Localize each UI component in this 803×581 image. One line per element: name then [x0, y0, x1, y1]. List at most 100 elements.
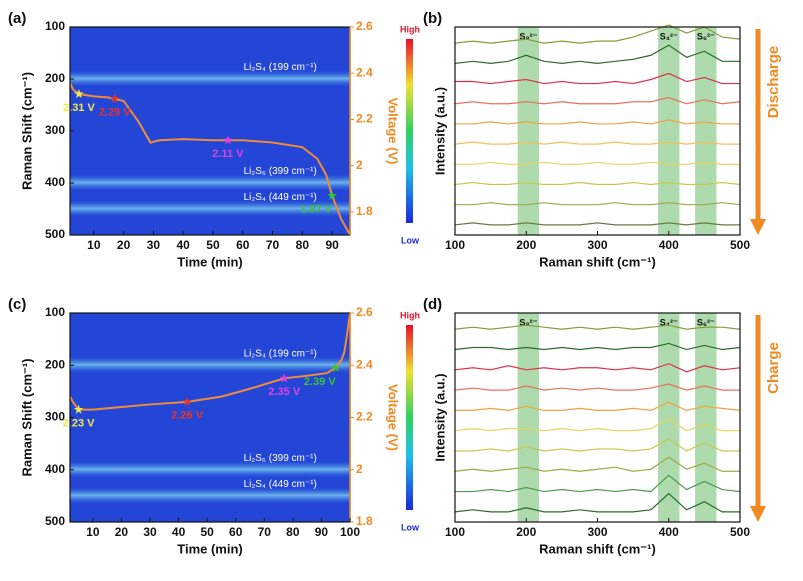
x-tick-label: 300	[587, 525, 607, 539]
panel-label: (a)	[8, 10, 26, 27]
marker-label: 2.23 V	[63, 418, 95, 430]
band-label: Li₂S₄ (199 cm⁻¹)	[244, 62, 317, 73]
x-tick-label: 20	[117, 238, 131, 252]
y-axis-label: Intensity (a.u.)	[432, 373, 447, 461]
region-label: S₄²⁻	[660, 31, 678, 41]
panel: S₈²⁻ S₄²⁻ S₆²⁻ Discharge 100 200 300 400 500 Rama…	[423, 10, 782, 269]
band-label: Li₂S₆ (399 cm⁻¹)	[244, 453, 317, 464]
colorbar-high: High	[400, 310, 420, 320]
marker-label: 2.35 V	[268, 386, 300, 398]
x-tick-label: 400	[659, 238, 679, 252]
x-tick-label: 70	[266, 238, 280, 252]
x-axis-label: Raman shift (cm⁻¹)	[539, 541, 656, 556]
x-tick-label: 80	[286, 525, 300, 539]
x-tick-label: 30	[147, 238, 161, 252]
y-tick-label: 500	[45, 227, 65, 241]
band	[70, 487, 350, 504]
x-tick-label: 300	[587, 238, 607, 252]
x-tick-label: 400	[659, 525, 679, 539]
band	[70, 461, 350, 478]
marker-label: 2.11 V	[212, 148, 244, 160]
y2-tick-label: 2.4	[356, 65, 373, 79]
region	[695, 313, 717, 522]
marker-label: 2.31 V	[63, 102, 95, 114]
x-tick-label: 500	[730, 238, 750, 252]
panel: Li₂S₄ (199 cm⁻¹) Li₂S₆ (399 cm⁻¹) Li₂S₄ (4…	[8, 296, 420, 556]
y-axis-label: Intensity (a.u.)	[432, 87, 447, 175]
region-label: S₆²⁻	[697, 31, 715, 41]
region	[695, 27, 717, 235]
region-label: S₄²⁻	[660, 317, 678, 327]
spectrum	[454, 363, 741, 373]
x-axis-label: Time (min)	[177, 254, 243, 269]
band-label: Li₂S₄ (199 cm⁻¹)	[244, 348, 317, 359]
marker-label: 1.87 V	[300, 204, 332, 216]
y2-tick-label: 2.6	[356, 19, 373, 33]
region	[517, 313, 540, 522]
spectrum	[454, 222, 740, 226]
y2-tick-label: 2	[356, 158, 363, 172]
band	[70, 200, 350, 217]
x-tick-label: 40	[177, 238, 191, 252]
band-label: Li₂S₄ (449 cm⁻¹)	[244, 479, 317, 490]
y2-tick-label: 2	[356, 462, 363, 476]
marker-label: 2.29 V	[99, 107, 131, 119]
spectrum	[454, 492, 740, 513]
spectrum	[454, 342, 741, 351]
voltage-line	[69, 312, 351, 411]
x-tick-label: 10	[86, 525, 100, 539]
panel: S₈²⁻ S₄²⁻ S₆²⁻ Charge 100 200 300 400 500 Raman s…	[423, 296, 782, 556]
x-tick-label: 30	[143, 525, 157, 539]
y2-tick-label: 2.2	[356, 112, 373, 126]
spectrum	[454, 141, 740, 145]
x-tick-label: 50	[200, 525, 214, 539]
colorbar	[406, 39, 413, 223]
spectrum	[454, 383, 740, 391]
x-tick-label: 100	[445, 525, 465, 539]
y-tick-label: 100	[45, 19, 65, 33]
panel-label: (b)	[423, 10, 442, 27]
colorbar-high: High	[400, 24, 420, 34]
spectrum	[455, 161, 740, 165]
marker	[223, 135, 233, 145]
x-tick-label: 10	[87, 238, 101, 252]
spectrum	[454, 44, 740, 64]
marker-label: 2.39 V	[304, 376, 336, 388]
y-tick-label: 300	[45, 123, 65, 137]
y-tick-label: 500	[45, 514, 65, 528]
x-tick-label: 70	[258, 525, 272, 539]
x-tick-label: 200	[516, 525, 536, 539]
y-tick-label: 400	[45, 462, 65, 476]
spectrum	[455, 474, 741, 493]
marker	[330, 362, 341, 372]
heatmap-background	[70, 27, 350, 235]
band	[70, 70, 350, 87]
x-tick-label: 90	[325, 238, 339, 252]
spectrum	[454, 24, 741, 44]
x-tick-label: 60	[229, 525, 243, 539]
y2-tick-label: 2.6	[356, 305, 373, 319]
y2-tick-label: 2.2	[356, 410, 373, 424]
region-label: S₆²⁻	[697, 317, 715, 327]
spectrum	[455, 119, 740, 125]
x-tick-label: 40	[172, 525, 186, 539]
y2-tick-label: 2.4	[356, 357, 373, 371]
marker	[279, 373, 290, 383]
y2-axis-label: Voltage (V)	[386, 98, 401, 165]
marker	[109, 93, 120, 103]
arrow-head	[750, 219, 766, 235]
colorbar	[406, 325, 413, 510]
y2-axis-label: Voltage (V)	[386, 384, 401, 451]
x-tick-label: 20	[115, 525, 129, 539]
band	[70, 356, 350, 373]
region-label: S₈²⁻	[519, 317, 537, 327]
spectrum	[455, 72, 740, 85]
spectrum	[454, 97, 741, 105]
spectrum	[454, 181, 741, 186]
y-tick-label: 200	[45, 71, 65, 85]
band-label: Li₂S₆ (399 cm⁻¹)	[244, 166, 317, 177]
x-tick-label: 100	[340, 525, 360, 539]
marker	[74, 89, 84, 99]
y-tick-label: 100	[45, 305, 65, 319]
panel: Li₂S₄ (199 cm⁻¹) Li₂S₆ (399 cm⁻¹) Li₂S₄ (4…	[8, 10, 420, 269]
